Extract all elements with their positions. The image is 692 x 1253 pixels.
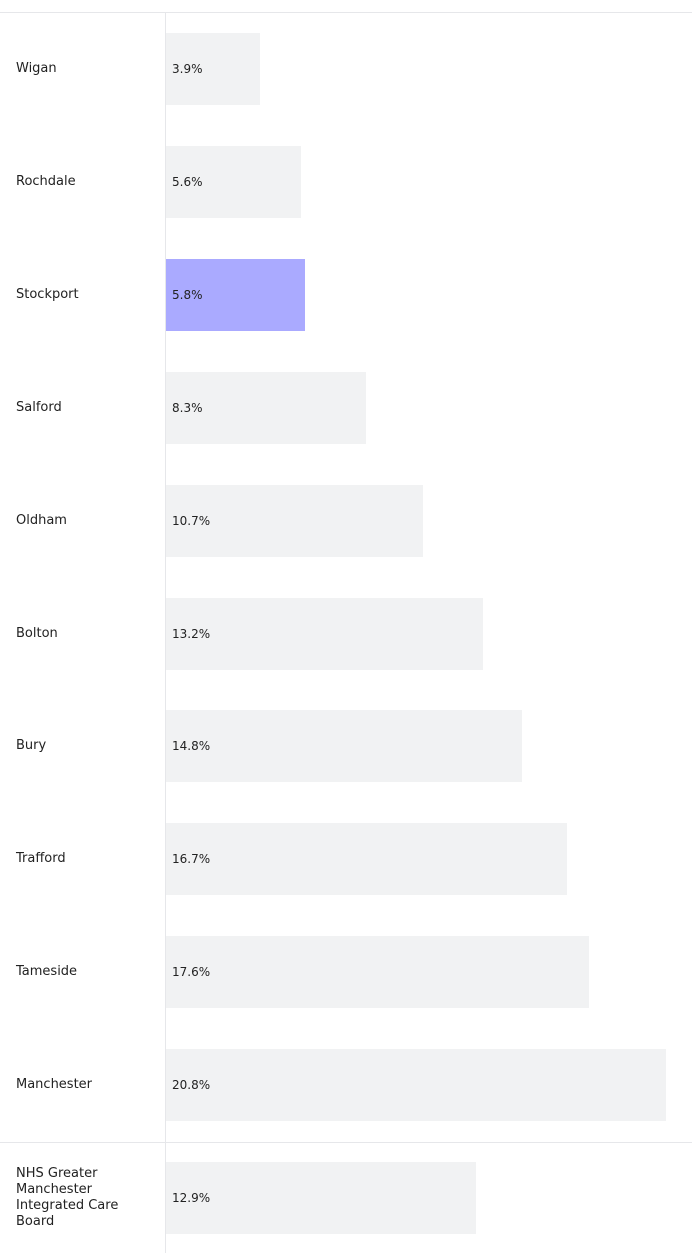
value-label: 5.8%	[172, 287, 203, 302]
value-label: 20.8%	[172, 1078, 211, 1093]
category-label: Manchester	[16, 1077, 93, 1093]
bar	[166, 258, 306, 331]
value-label: 8.3%	[172, 400, 203, 415]
category-label: Tameside	[16, 964, 78, 980]
separator	[0, 1142, 692, 1143]
bar	[166, 371, 366, 444]
category-label: NHS Greater Manchester Integrated Care B…	[16, 1166, 119, 1229]
value-label: 17.6%	[172, 965, 211, 980]
bar	[166, 145, 301, 218]
value-label: 16.7%	[172, 852, 211, 867]
category-label: Stockport	[16, 286, 79, 302]
category-label: Rochdale	[16, 173, 76, 189]
bar	[166, 936, 590, 1009]
bar	[166, 597, 484, 670]
value-label: 12.9%	[172, 1191, 211, 1205]
category-label: Bury	[16, 738, 47, 754]
category-label: Trafford	[16, 851, 66, 867]
bar	[166, 33, 260, 105]
category-label: Salford	[16, 399, 62, 415]
top-rule	[0, 12, 692, 13]
bar	[166, 823, 568, 896]
bar	[166, 1162, 477, 1234]
bar	[166, 484, 424, 557]
axis-line	[165, 12, 166, 1253]
value-label: 3.9%	[172, 62, 203, 76]
value-label: 10.7%	[172, 513, 211, 528]
bar	[166, 710, 522, 783]
value-label: 14.8%	[172, 739, 211, 754]
value-label: 5.6%	[172, 174, 203, 189]
value-label: 13.2%	[172, 626, 211, 641]
category-label: Wigan	[16, 61, 57, 76]
bar	[166, 1049, 666, 1122]
category-label: Bolton	[16, 625, 58, 641]
category-label: Oldham	[16, 512, 67, 528]
